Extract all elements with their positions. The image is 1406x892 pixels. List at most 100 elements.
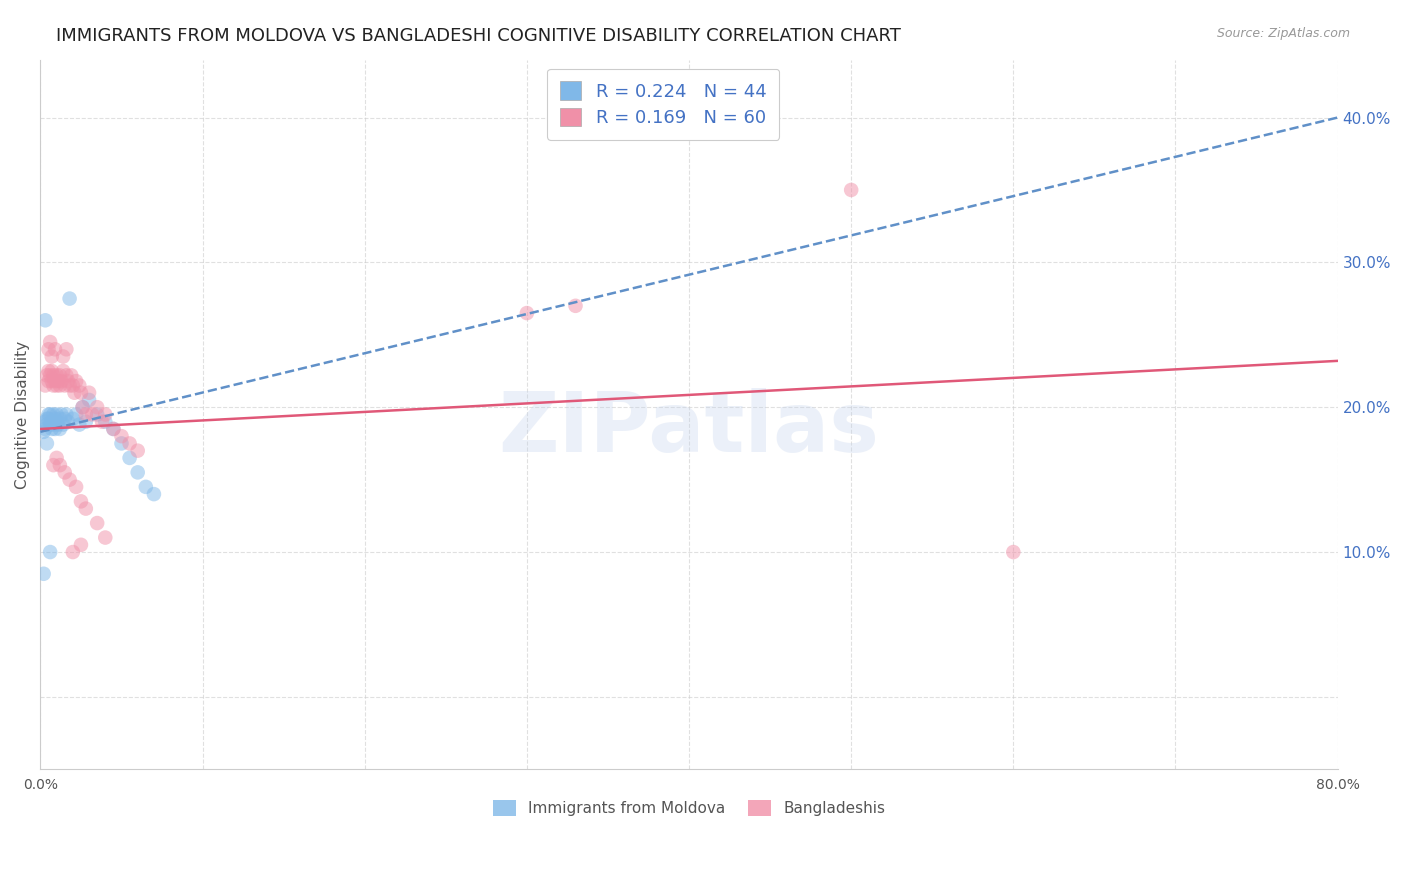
Point	[110, 429, 132, 443]
Point	[70, 538, 93, 552]
Point	[55, 343, 77, 357]
Point	[34, 313, 56, 327]
Point	[67, 417, 90, 432]
Point	[38, 412, 60, 426]
Point	[42, 417, 65, 432]
Point	[44, 374, 66, 388]
Point	[59, 378, 82, 392]
Point	[86, 516, 108, 530]
Point	[41, 350, 63, 364]
Point	[45, 450, 67, 465]
Point	[86, 408, 108, 422]
Point	[516, 306, 538, 320]
Text: IMMIGRANTS FROM MOLDOVA VS BANGLADESHI COGNITIVE DISABILITY CORRELATION CHART: IMMIGRANTS FROM MOLDOVA VS BANGLADESHI C…	[56, 27, 901, 45]
Point	[127, 466, 149, 480]
Point	[82, 408, 104, 422]
Point	[44, 343, 66, 357]
Point	[67, 378, 90, 392]
Point	[53, 412, 76, 426]
Point	[94, 415, 117, 429]
Point	[65, 480, 87, 494]
Point	[103, 422, 125, 436]
Point	[34, 378, 56, 392]
Point	[44, 422, 66, 436]
Point	[46, 374, 69, 388]
Point	[55, 408, 77, 422]
Point	[41, 422, 63, 436]
Point	[38, 374, 60, 388]
Point	[53, 378, 76, 392]
Point	[56, 415, 79, 429]
Point	[135, 480, 157, 494]
Point	[39, 334, 62, 349]
Point	[32, 425, 55, 439]
Point	[35, 412, 58, 426]
Point	[34, 422, 56, 436]
Point	[118, 436, 141, 450]
Point	[1002, 545, 1025, 559]
Point	[103, 422, 125, 436]
Point	[55, 368, 77, 383]
Point	[75, 415, 97, 429]
Point	[65, 374, 87, 388]
Point	[35, 436, 58, 450]
Point	[45, 368, 67, 383]
Point	[49, 458, 72, 472]
Point	[45, 408, 67, 422]
Point	[39, 408, 62, 422]
Point	[53, 466, 76, 480]
Point	[38, 408, 60, 422]
Point	[49, 368, 72, 383]
Point	[75, 501, 97, 516]
Point	[94, 531, 117, 545]
Point	[42, 458, 65, 472]
Point	[44, 412, 66, 426]
Point	[564, 299, 586, 313]
Point	[35, 368, 58, 383]
Point	[34, 415, 56, 429]
Point	[51, 408, 73, 422]
Point	[72, 401, 94, 415]
Point	[62, 545, 84, 559]
Point	[56, 374, 79, 388]
Point	[62, 412, 84, 426]
Point	[59, 473, 82, 487]
Point	[52, 417, 75, 432]
Point	[65, 408, 87, 422]
Point	[39, 545, 62, 559]
Point	[142, 487, 165, 501]
Point	[839, 183, 862, 197]
Point	[38, 343, 60, 357]
Point	[42, 408, 65, 422]
Point	[39, 368, 62, 383]
Point	[75, 408, 97, 422]
Point	[60, 368, 83, 383]
Point	[51, 374, 73, 388]
Point	[45, 415, 67, 429]
Point	[42, 378, 65, 392]
Legend: Immigrants from Moldova, Bangladeshis: Immigrants from Moldova, Bangladeshis	[484, 791, 894, 825]
Point	[118, 450, 141, 465]
Point	[49, 412, 72, 426]
Point	[59, 292, 82, 306]
Point	[77, 392, 100, 407]
Point	[39, 417, 62, 432]
Point	[45, 378, 67, 392]
Point	[70, 494, 93, 508]
Point	[41, 364, 63, 378]
Point	[46, 417, 69, 432]
Text: Source: ZipAtlas.com: Source: ZipAtlas.com	[1216, 27, 1350, 40]
Point	[49, 422, 72, 436]
Point	[52, 364, 75, 378]
Point	[52, 350, 75, 364]
Point	[127, 443, 149, 458]
Point	[62, 378, 84, 392]
Point	[42, 368, 65, 383]
Point	[38, 364, 60, 378]
Point	[86, 401, 108, 415]
Point	[72, 401, 94, 415]
Point	[35, 417, 58, 432]
Point	[91, 415, 114, 429]
Point	[94, 408, 117, 422]
Point	[77, 385, 100, 400]
